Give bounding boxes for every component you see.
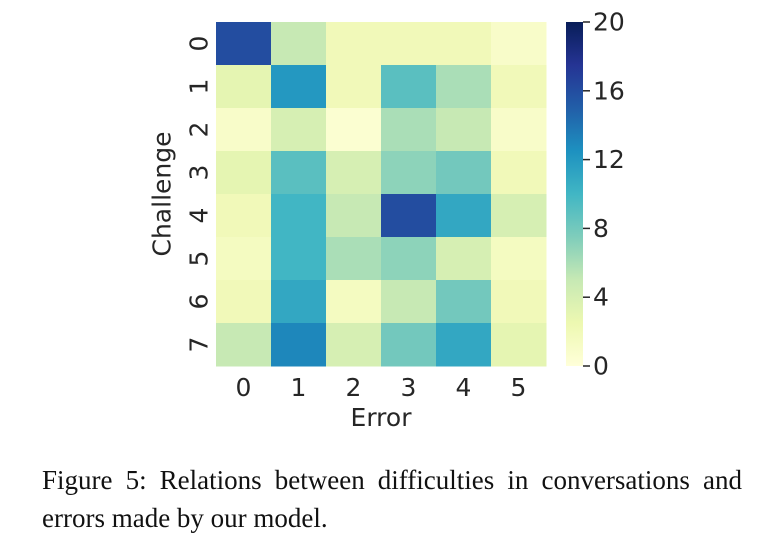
heatmap-cell — [271, 323, 327, 367]
heatmap-cell — [271, 22, 327, 66]
heatmap-cell — [216, 151, 272, 195]
heatmap-cell — [216, 22, 272, 66]
x-tick-label: 1 — [291, 373, 307, 402]
heatmap-cell — [381, 108, 437, 152]
y-axis-label: Challenge — [148, 132, 177, 257]
heatmap-cell — [491, 280, 547, 324]
x-tick-labels: 0 1 2 3 4 5 — [236, 373, 527, 402]
heatmap-cell — [491, 194, 547, 238]
heatmap-cell — [491, 323, 547, 367]
heatmap-cell — [326, 65, 382, 109]
x-tick-label: 5 — [511, 373, 527, 402]
colorbar-tick-label: 20 — [593, 8, 625, 37]
heatmap-cell — [436, 151, 492, 195]
heatmap-cell — [436, 237, 492, 281]
heatmap-cell — [381, 151, 437, 195]
heatmap-cell — [326, 194, 382, 238]
y-tick-label: 1 — [185, 79, 214, 95]
heatmap-cell — [326, 323, 382, 367]
colorbar — [566, 22, 583, 366]
y-tick-label: 2 — [185, 122, 214, 138]
heatmap-cell — [216, 237, 272, 281]
colorbar-tick-label: 12 — [593, 145, 625, 174]
heatmap-cell — [271, 151, 327, 195]
heatmap-cell — [271, 65, 327, 109]
y-tick-label: 5 — [185, 251, 214, 267]
figure-caption: Figure 5: Relations between difficulties… — [42, 465, 742, 533]
heatmap-cell — [381, 22, 437, 66]
x-tick-label: 2 — [346, 373, 362, 402]
y-tick-label: 0 — [185, 36, 214, 52]
heatmap-cell — [216, 323, 272, 367]
y-tick-label: 4 — [185, 208, 214, 224]
y-tick-labels: 0 1 2 3 4 5 6 7 — [185, 36, 214, 353]
heatmap-cell — [326, 237, 382, 281]
heatmap-cell — [491, 22, 547, 66]
heatmap-cell — [216, 65, 272, 109]
colorbar-tick-label: 8 — [593, 214, 609, 243]
heatmap-cell — [436, 22, 492, 66]
heatmap-cell — [271, 108, 327, 152]
heatmap-cell — [491, 237, 547, 281]
heatmap-cell — [381, 237, 437, 281]
colorbar-tick-label: 16 — [593, 76, 625, 105]
heatmap-cell — [381, 280, 437, 324]
x-tick-label: 3 — [401, 373, 417, 402]
heatmap-cell — [326, 22, 382, 66]
heatmap-cell — [326, 280, 382, 324]
heatmap-cell — [326, 151, 382, 195]
heatmap-cell — [271, 194, 327, 238]
x-axis-label: Error — [351, 403, 413, 432]
heatmap-cell — [436, 280, 492, 324]
heatmap-cell — [436, 194, 492, 238]
heatmap-cell — [491, 65, 547, 109]
colorbar-tick-label: 4 — [593, 283, 609, 312]
heatmap-cell — [216, 280, 272, 324]
y-tick-label: 7 — [185, 337, 214, 353]
heatmap-cell — [216, 108, 272, 152]
heatmap-cell — [436, 108, 492, 152]
heatmap-cell — [436, 323, 492, 367]
heatmap-cells — [216, 22, 547, 367]
colorbar-ticks: 0 4 8 12 16 20 — [583, 8, 625, 381]
colorbar-tick-label: 0 — [593, 352, 609, 381]
heatmap-cell — [491, 108, 547, 152]
y-tick-label: 3 — [185, 165, 214, 181]
x-tick-label: 0 — [236, 373, 252, 402]
heatmap-cell — [381, 65, 437, 109]
x-tick-label: 4 — [456, 373, 472, 402]
heatmap-cell — [271, 237, 327, 281]
heatmap-cell — [491, 151, 547, 195]
heatmap-cell — [381, 323, 437, 367]
heatmap-cell — [436, 65, 492, 109]
heatmap-cell — [271, 280, 327, 324]
heatmap-cell — [381, 194, 437, 238]
y-tick-label: 6 — [185, 294, 214, 310]
heatmap-cell — [326, 108, 382, 152]
heatmap-cell — [216, 194, 272, 238]
